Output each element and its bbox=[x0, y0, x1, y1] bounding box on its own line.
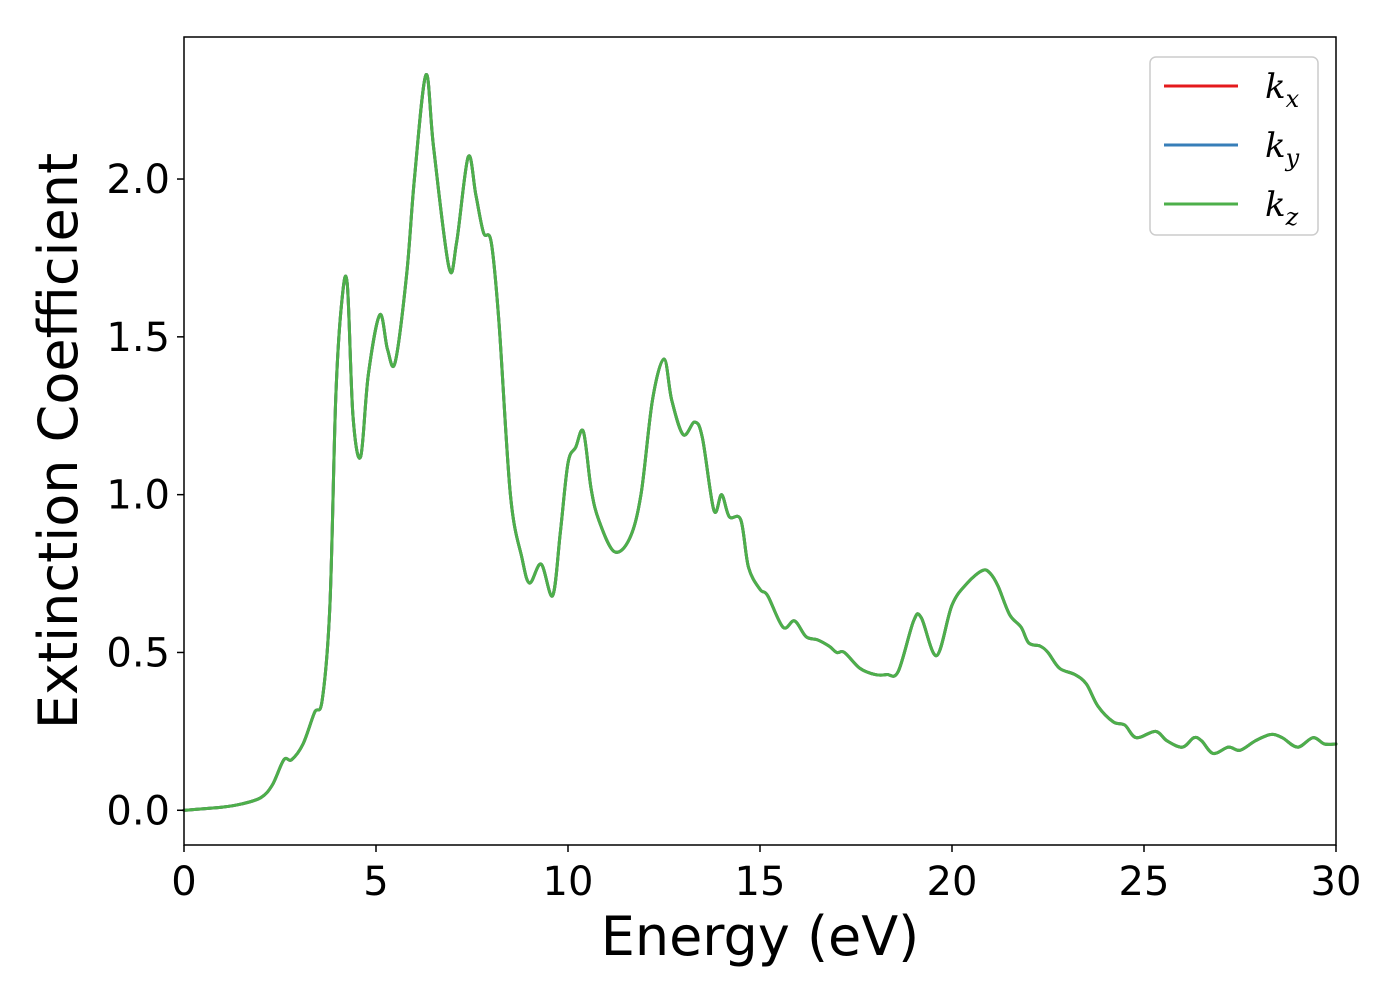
y-axis-ticks: 0.0 0.5 1.0 1.5 2.0 bbox=[106, 157, 184, 834]
x-axis-ticks: 0 5 10 15 20 25 30 bbox=[171, 845, 1361, 905]
y-tick-label: 0.0 bbox=[106, 788, 170, 834]
x-tick-label: 0 bbox=[171, 859, 196, 905]
legend: kx ky kz bbox=[1149, 56, 1319, 236]
legend-label-x: kx bbox=[1265, 67, 1300, 113]
x-tick-label: 30 bbox=[1311, 859, 1362, 905]
y-tick-label: 0.5 bbox=[106, 630, 170, 676]
y-tick-label: 1.0 bbox=[106, 473, 170, 519]
series-line-z bbox=[182, 73, 1338, 812]
x-tick-label: 10 bbox=[543, 859, 594, 905]
x-tick-label: 25 bbox=[1119, 859, 1170, 905]
legend-label-y: ky bbox=[1265, 126, 1300, 172]
x-tick-label: 5 bbox=[363, 859, 388, 905]
series-layer bbox=[182, 73, 1338, 812]
x-axis-title: Energy (eV) bbox=[601, 905, 920, 968]
x-tick-label: 15 bbox=[735, 859, 786, 905]
legend-label-z: kz bbox=[1265, 185, 1299, 231]
y-tick-label: 2.0 bbox=[106, 157, 170, 203]
y-tick-label: 1.5 bbox=[106, 315, 170, 361]
x-tick-label: 20 bbox=[927, 859, 978, 905]
y-axis-title: Extinction Coefficient bbox=[27, 153, 90, 729]
